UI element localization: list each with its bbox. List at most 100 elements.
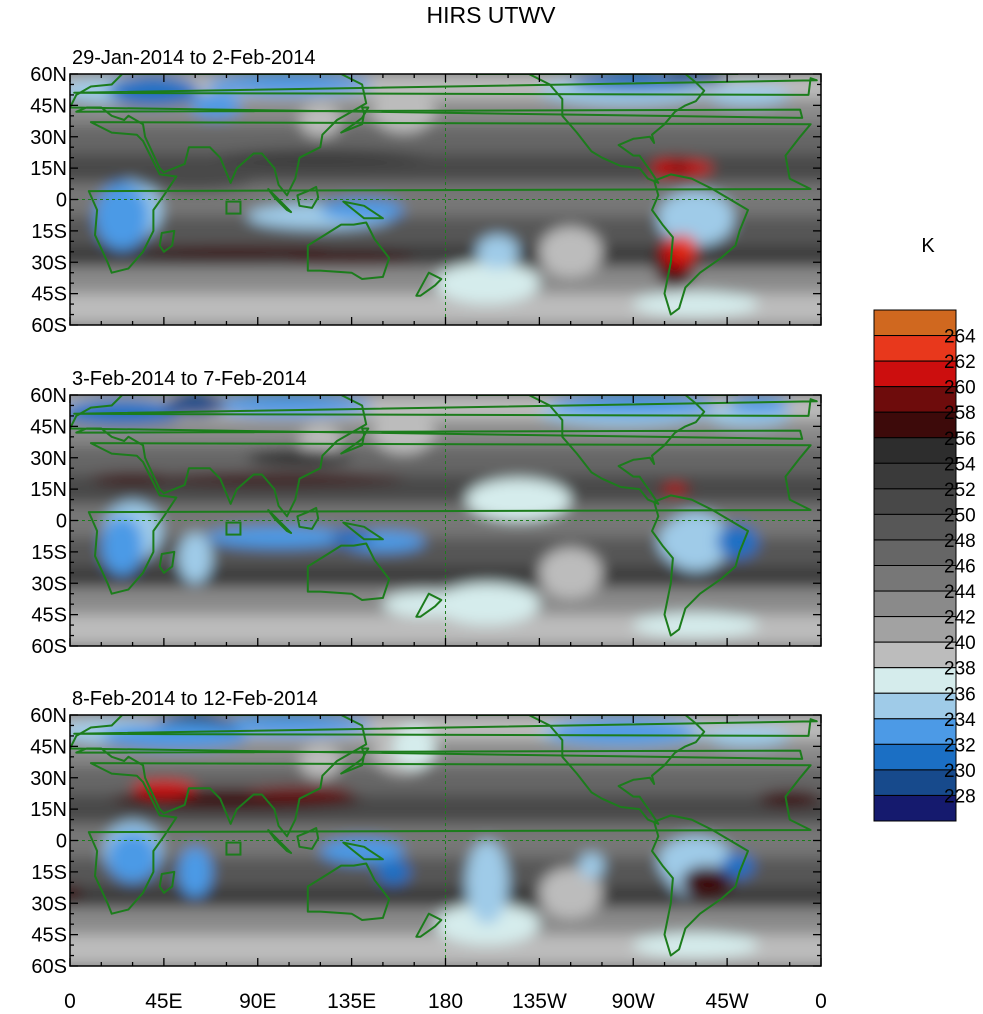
colorbar-label: 240 bbox=[944, 633, 976, 654]
field-anomaly bbox=[320, 199, 404, 221]
field-anomaly bbox=[466, 840, 509, 925]
panels-group: 60N 45N 30N 15N 0 15S 30S 45S 60S 29-Jan-2014 to … bbox=[30, 47, 983, 978]
lat-label: 30N bbox=[30, 768, 67, 790]
lat-label: 45S bbox=[31, 605, 67, 627]
coastline bbox=[469, 395, 706, 505]
lat-label: 30N bbox=[30, 127, 67, 149]
field-anomaly bbox=[90, 472, 175, 485]
field-anomaly bbox=[539, 867, 602, 918]
field-anomaly bbox=[320, 838, 404, 864]
coastline bbox=[87, 121, 812, 274]
field-anomaly bbox=[101, 723, 248, 749]
field-anomaly bbox=[178, 846, 212, 897]
colorbar-swatch bbox=[873, 513, 957, 541]
colorbar-label: 242 bbox=[944, 608, 976, 629]
lat-label: 0 bbox=[56, 831, 67, 853]
coastline bbox=[911, 872, 926, 893]
field-anomaly bbox=[330, 528, 373, 546]
field-anomaly bbox=[382, 591, 467, 617]
colorbar-swatch bbox=[873, 360, 957, 388]
field-anomaly bbox=[95, 182, 150, 250]
lat-label: 45N bbox=[30, 416, 67, 438]
coastline bbox=[158, 550, 176, 574]
coastline bbox=[158, 870, 176, 894]
field-anomaly bbox=[289, 251, 415, 265]
field-anomaly bbox=[466, 478, 571, 521]
panel-ticks bbox=[69, 394, 822, 647]
field-anomaly bbox=[132, 779, 196, 797]
lat-label: 15S bbox=[31, 542, 67, 564]
lat-label: 15N bbox=[30, 158, 67, 180]
lat-label: 45N bbox=[30, 95, 67, 117]
coastline bbox=[73, 77, 818, 96]
panel-subtitle: 29-Jan-2014 to 2-Feb-2014 bbox=[72, 47, 316, 69]
coastline bbox=[73, 398, 818, 417]
colorbar-label: 260 bbox=[944, 378, 976, 399]
coastline bbox=[651, 494, 749, 637]
coastline bbox=[296, 185, 320, 209]
field-anomaly bbox=[727, 397, 790, 414]
lat-label: 30S bbox=[31, 893, 67, 915]
coastline bbox=[70, 715, 804, 838]
lat-label: 45N bbox=[30, 736, 67, 758]
lon-label: 0 bbox=[64, 990, 76, 1013]
field-anomaly bbox=[435, 262, 540, 305]
coastline bbox=[70, 395, 804, 518]
colorbar-label: 244 bbox=[944, 582, 976, 603]
colorbar-label: 238 bbox=[944, 659, 976, 680]
field-anomaly bbox=[435, 583, 540, 626]
field-anomaly bbox=[132, 166, 258, 192]
coastline bbox=[651, 173, 749, 316]
coastline bbox=[87, 762, 812, 915]
coastline bbox=[70, 74, 804, 197]
coastline bbox=[820, 105, 821, 109]
lat-label: 15N bbox=[30, 479, 67, 501]
coastline bbox=[340, 747, 370, 775]
field-anomaly bbox=[658, 191, 734, 242]
field-anomaly bbox=[190, 92, 242, 118]
coastline bbox=[415, 592, 443, 618]
colorbar-swatch bbox=[873, 743, 957, 771]
field-anomaly bbox=[247, 786, 352, 799]
field-anomaly bbox=[633, 291, 759, 317]
utwv-field bbox=[70, 74, 983, 325]
coastline bbox=[306, 542, 391, 601]
field-anomaly bbox=[674, 235, 696, 256]
colorbar-label: 234 bbox=[944, 710, 976, 731]
panel-ticks bbox=[69, 714, 822, 967]
colorbar-swatch bbox=[873, 794, 957, 822]
lat-label: 0 bbox=[56, 190, 67, 212]
field-anomaly bbox=[247, 449, 352, 467]
lon-label: 135E bbox=[327, 990, 376, 1013]
field-anomaly bbox=[101, 516, 144, 575]
coastlines bbox=[70, 715, 926, 957]
colorbar-label: 246 bbox=[944, 557, 976, 578]
colorbar-swatch bbox=[873, 462, 957, 490]
coastline bbox=[342, 841, 384, 861]
lon-label: 90E bbox=[239, 990, 276, 1013]
map-panel-2: 60N 45N 30N 15N 0 15S 30S 45S 60S 3-Feb-2014 to 7… bbox=[30, 368, 822, 658]
coastline bbox=[469, 74, 706, 184]
field-anomaly bbox=[153, 472, 404, 485]
field-anomaly bbox=[716, 524, 759, 559]
coastline bbox=[415, 912, 443, 938]
panel-subtitle: 3-Feb-2014 to 7-Feb-2014 bbox=[72, 368, 307, 390]
colorbar-label: 236 bbox=[944, 684, 976, 705]
field-anomaly bbox=[720, 853, 755, 879]
lat-label: 60S bbox=[31, 636, 67, 658]
colorbar-swatch bbox=[873, 335, 957, 362]
colorbar-swatch bbox=[873, 641, 957, 669]
field-anomaly bbox=[681, 865, 732, 900]
coastline bbox=[296, 506, 320, 530]
field-anomaly bbox=[70, 884, 83, 902]
colorbar-label: 262 bbox=[944, 352, 976, 373]
chart-title: HIRS UTWV bbox=[426, 2, 556, 28]
lat-label: 30N bbox=[30, 448, 67, 470]
colorbar-swatch bbox=[873, 488, 957, 515]
map-panel-3: 60N 45N 30N 15N 0 15S 30S 45S 60S 8-Feb-2014 to 1… bbox=[30, 688, 926, 978]
lat-label: 0 bbox=[56, 511, 67, 533]
colorbar-label: 248 bbox=[944, 531, 976, 552]
coastline bbox=[840, 122, 983, 273]
colorbar-label: 232 bbox=[944, 735, 976, 756]
coastline bbox=[340, 427, 370, 455]
